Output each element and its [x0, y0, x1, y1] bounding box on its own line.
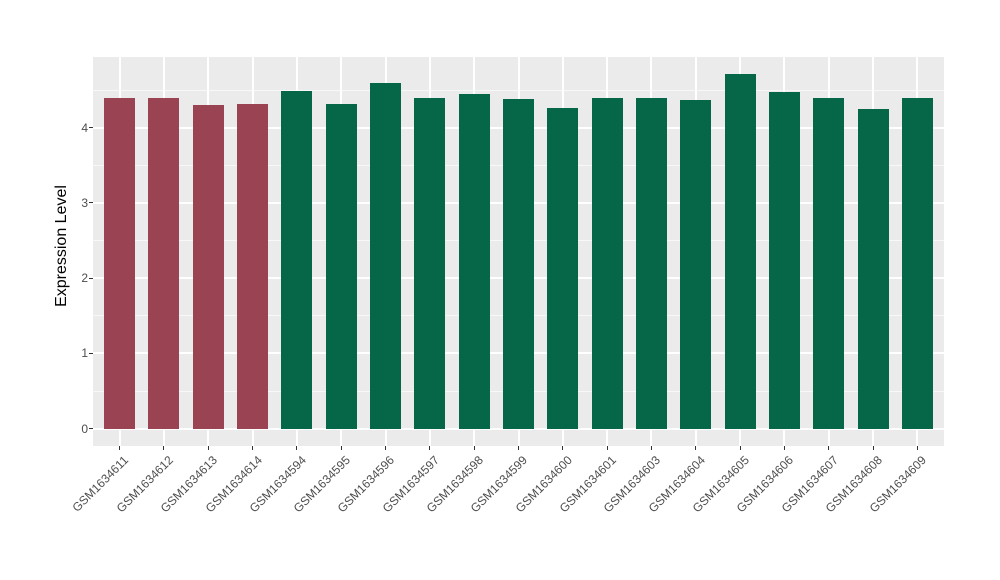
y-tick-label: 1 — [81, 346, 88, 361]
bar-GSM1634614 — [237, 103, 269, 429]
bar-GSM1634605 — [724, 74, 756, 429]
bar-GSM1634597 — [414, 98, 446, 429]
bar-GSM1634609 — [901, 98, 933, 429]
bar-GSM1634601 — [591, 98, 623, 429]
x-tick-mark — [695, 446, 697, 450]
y-tick-mark — [89, 277, 93, 279]
x-tick-mark — [828, 446, 830, 450]
bar-GSM1634594 — [281, 90, 313, 429]
x-tick-mark — [252, 446, 254, 450]
bar-GSM1634595 — [325, 104, 357, 429]
x-tick-mark — [606, 446, 608, 450]
x-tick-mark — [119, 446, 121, 450]
bar-GSM1634611 — [104, 98, 136, 429]
bar-GSM1634613 — [192, 105, 224, 429]
y-tick-label: 0 — [81, 421, 88, 436]
bar-GSM1634603 — [635, 98, 667, 429]
x-tick-mark — [739, 446, 741, 450]
y-tick-mark — [89, 202, 93, 204]
y-tick-mark — [89, 127, 93, 129]
x-tick-mark — [518, 446, 519, 450]
bar-GSM1634607 — [813, 98, 845, 429]
x-tick-mark — [783, 446, 785, 450]
x-tick-mark — [916, 446, 918, 450]
y-tick-label: 2 — [81, 271, 88, 286]
y-tick-mark — [89, 352, 93, 354]
bar-GSM1634612 — [148, 98, 180, 429]
plot-panel — [93, 57, 944, 446]
x-tick-mark — [163, 446, 165, 450]
bar-GSM1634608 — [857, 108, 889, 429]
x-tick-mark — [340, 446, 342, 450]
x-tick-mark — [296, 446, 298, 450]
bar-GSM1634600 — [547, 108, 579, 429]
y-tick-label: 3 — [81, 195, 88, 210]
x-tick-mark — [429, 446, 431, 450]
bar-GSM1634598 — [458, 93, 490, 429]
x-tick-mark — [207, 446, 209, 450]
bar-GSM1634604 — [680, 99, 712, 429]
y-tick-label: 4 — [81, 120, 88, 135]
y-axis-title: Expression Level — [53, 185, 70, 307]
x-tick-mark — [385, 446, 387, 450]
x-tick-mark — [872, 446, 874, 450]
x-tick-mark — [473, 446, 475, 450]
bar-GSM1634599 — [503, 99, 534, 429]
x-tick-mark — [650, 446, 652, 450]
bar-GSM1634606 — [768, 91, 800, 429]
bar-GSM1634596 — [370, 83, 402, 429]
y-tick-mark — [89, 428, 93, 430]
x-tick-mark — [562, 446, 564, 450]
